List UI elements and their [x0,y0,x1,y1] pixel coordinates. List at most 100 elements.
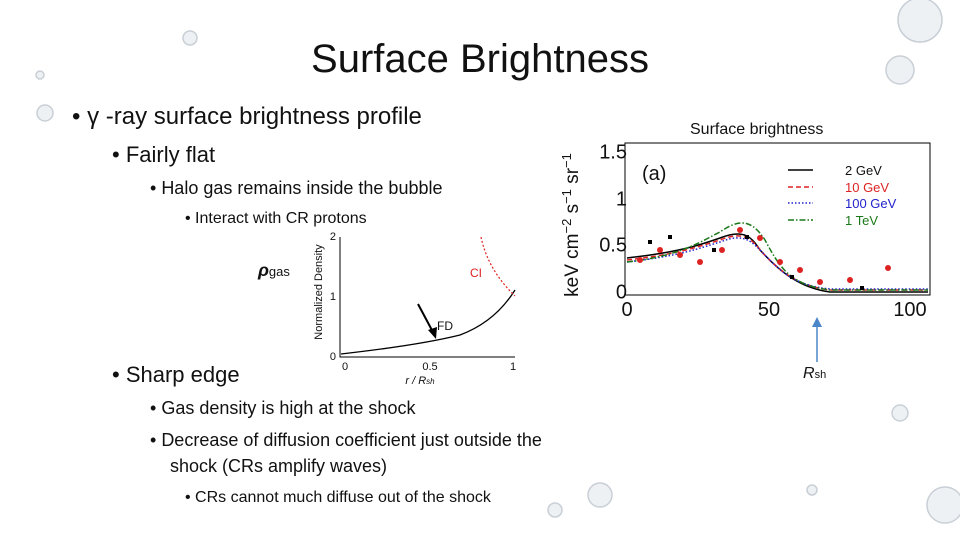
y-tick-label: 0.5 [599,234,627,256]
x-ticks: 0 50 100 [621,299,926,321]
bullet-l2: • Sharp edge [112,362,240,387]
label-main: ρ [257,260,269,280]
edge-label: Rsh [803,365,826,382]
ci-label: CI [470,266,482,280]
y-axis-label: Normalized Density [313,244,325,340]
legend-label: 10 GeV [845,180,889,195]
bullet-l3: • Halo gas remains inside the bubble [150,178,442,198]
point [712,248,716,252]
label-sub: gas [269,264,290,279]
bullet-l3: • Decrease of diffusion coefficient just… [150,430,542,450]
point [677,252,683,258]
y-tick-label: 0 [330,351,336,363]
legend-label: 100 GeV [845,196,897,211]
bullets: • γ -ray surface brightness profile • Fa… [72,103,542,506]
axes [339,237,515,358]
bullet-text: Fairly flat [126,142,215,167]
x-tick-label: 0 [342,361,348,373]
point [777,259,783,265]
x-axis-label: r / Rsh [405,375,435,387]
points [648,235,864,290]
label-sub: sh [426,377,435,386]
label-exp: −2 [559,219,574,234]
arrow-head [428,327,437,339]
label-main: r / R [405,375,426,387]
figure-caption: Surface brightness [690,121,823,138]
legend-label: 1 TeV [845,213,878,228]
droplet [926,486,960,524]
slide-title: Surface Brightness [311,37,649,81]
bullet-l1: • γ -ray surface brightness profile [72,103,422,130]
point [648,240,652,244]
legend: 2 GeV 10 GeV 100 GeV 1 TeV [788,163,897,228]
bullet-text: γ -ray surface brightness profile [87,103,422,130]
droplet [885,55,915,85]
droplet [182,30,198,46]
bullet-l3: • Gas density is high at the shock [150,398,416,418]
label-exp: −1 [559,189,574,204]
bullet-text: Halo gas remains inside the bubble [161,178,442,198]
droplets [35,0,960,524]
bullet-text: CRs cannot much diffuse out of the shock [195,489,492,506]
x-tick-label: 100 [893,299,926,321]
legend-label: 2 GeV [845,163,882,178]
y-tick-label: 1 [616,188,627,210]
label-exp: −1 [559,153,574,168]
point [637,257,643,263]
point [847,277,853,283]
label-part: s [562,204,583,219]
droplet [806,484,818,496]
bullet-l4: • CRs cannot much diffuse out of the sho… [185,489,492,506]
bullet-l2: • Fairly flat [112,142,215,167]
y-tick-label: 1 [330,291,336,303]
label-part: sr [562,167,583,189]
y-axis-label: keV cm−2 s−1 sr−1 [559,153,583,297]
point [790,275,794,279]
brightness-figure: Surface brightness keV cm−2 s−1 sr−1 0 0… [558,121,931,382]
point [737,227,743,233]
label-main: R [803,365,815,382]
point [657,247,663,253]
droplet [35,70,45,80]
plot-frame [624,142,931,296]
y-ticks: 0 0.5 1 1.5 [599,141,627,303]
point [719,247,725,253]
point [817,279,823,285]
y-tick-label: 2 [330,231,336,243]
density-figure: ρgas Normalized Density 0 1 2 0 0.5 1 r … [257,230,518,390]
bullet-text: Decrease of diffusion coefficient just o… [161,430,542,450]
x-tick-label: 1 [510,361,516,373]
curve-1tev [626,222,928,291]
fd-curve [340,289,516,355]
bullet-text: Sharp edge [126,362,240,387]
figure-background [312,230,518,390]
x-tick-label: 0 [621,299,632,321]
droplet [547,502,563,518]
droplet [891,404,909,422]
y-tick-label: 0 [616,281,627,303]
point [885,265,891,271]
edge-arrow-head [812,317,822,327]
point [757,235,763,241]
point [860,286,864,290]
panel-label: (a) [642,163,666,185]
point [797,267,803,273]
y-tick-label: 1.5 [599,141,627,163]
rho-label: ρgas [257,260,290,280]
bullet-text: Interact with CR protons [195,210,367,227]
label-part: keV cm [562,234,583,297]
point [697,259,703,265]
x-tick-label: 0.5 [422,361,437,373]
points [637,227,891,285]
bullet-continuation: shock (CRs amplify waves) [170,456,387,476]
ci-curve [480,236,516,297]
label-sub: sh [815,369,827,381]
droplet [897,0,943,43]
bullet-text: Gas density is high at the shock [161,398,416,418]
point [745,235,749,239]
bullet-l4: • Interact with CR protons [185,210,367,227]
fd-label: FD [437,319,453,333]
droplet [36,104,54,122]
